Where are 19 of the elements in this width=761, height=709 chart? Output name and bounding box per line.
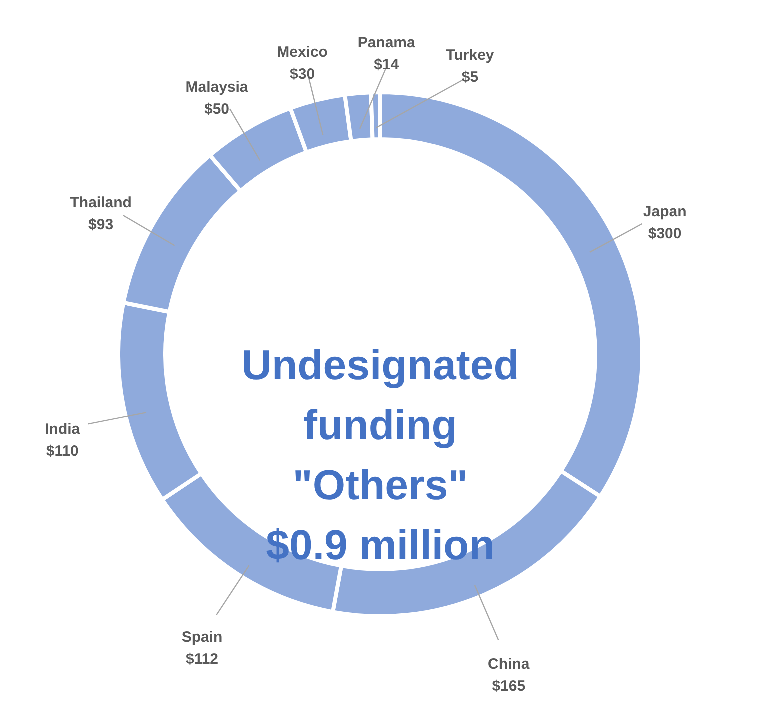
data-label: $165 — [492, 678, 526, 695]
data-label: $93 — [88, 216, 114, 234]
data-label: $50 — [204, 100, 230, 118]
slice-label: Thailand — [70, 194, 132, 212]
data-label: $14 — [374, 56, 400, 74]
data-label: $5 — [462, 69, 479, 86]
data-label: $110 — [46, 443, 79, 460]
slice-label: China — [488, 656, 530, 673]
slice-label: Turkey — [446, 47, 495, 64]
data-label: $112 — [186, 651, 219, 668]
data-label: $300 — [648, 226, 682, 243]
slice-label: India — [45, 421, 81, 438]
data-label: $30 — [290, 66, 316, 84]
slice-label: Japan — [643, 204, 687, 221]
slice-label: Panama — [358, 34, 416, 52]
slice-label: Spain — [182, 629, 223, 646]
slice-label: Mexico — [277, 44, 328, 62]
slice-label: Malaysia — [186, 78, 249, 96]
text: Undesignated funding "Others" $0.9 million — [242, 342, 520, 568]
